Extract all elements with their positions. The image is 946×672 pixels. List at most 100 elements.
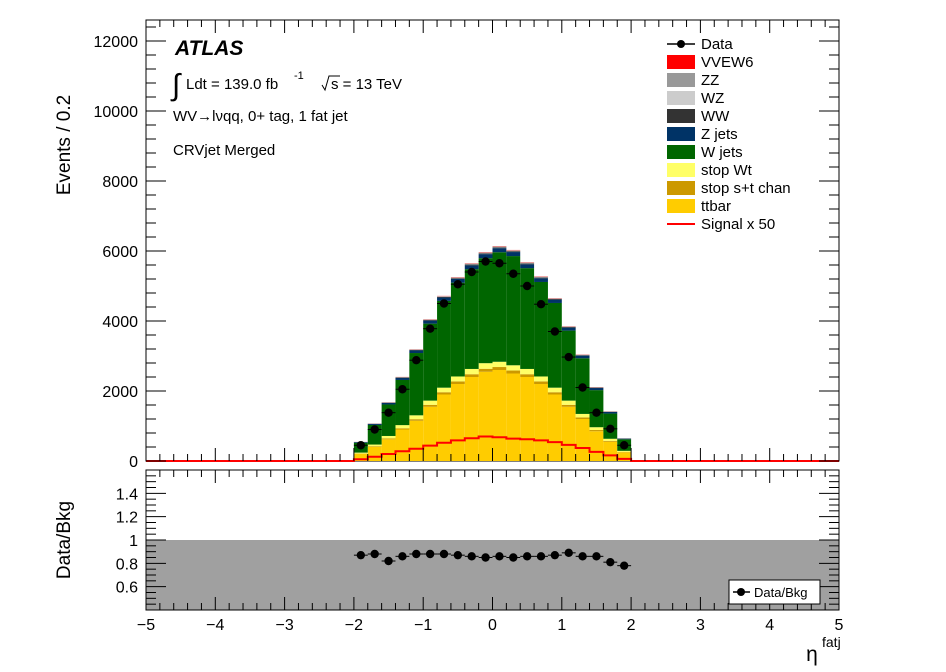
stack-bar-ww-15 <box>561 327 576 328</box>
stack-bar-z-jets-6 <box>437 297 451 301</box>
ratio-point-19 <box>619 561 629 570</box>
legend-label-stop-s-t-chan: stop s+t chan <box>701 180 791 197</box>
stack-bar-ttbar-9 <box>478 371 493 461</box>
ratio-point-8 <box>467 552 476 561</box>
stack-bar-ttbar-5 <box>423 406 438 461</box>
sqrt-icon <box>321 75 340 92</box>
stack-bar-z-jets-10 <box>492 248 507 253</box>
x-tick-label: −2 <box>345 617 363 634</box>
legend-label-signal-x-50: Signal x 50 <box>701 216 775 233</box>
stack-bar-stop-s-t-chan-11 <box>506 370 521 374</box>
x-tick-label: 4 <box>765 617 774 634</box>
x-tick-label: −4 <box>206 617 224 634</box>
data-point-18 <box>606 424 615 433</box>
stack-bar-stop-s-t-chan-9 <box>478 368 493 372</box>
ratio-legend: Data/Bkg <box>728 579 821 605</box>
stack-bar-stop-wt-19 <box>617 450 632 452</box>
stack-bar-wz-11 <box>506 250 521 252</box>
stack-bar-z-jets-9 <box>478 254 493 259</box>
legend-swatch-ww <box>667 109 695 123</box>
stack-bar-w-jets-14 <box>547 302 562 388</box>
stack-bar-w-jets-11 <box>506 256 521 366</box>
stack-bar-ww-6 <box>437 296 451 298</box>
stack-bar-stop-wt-2 <box>381 435 396 439</box>
stack-bar-ttbar-12 <box>520 377 535 461</box>
ratio-point-14 <box>550 550 560 560</box>
x-tick-label: 0 <box>488 617 497 634</box>
ratio-y-tick-label: 0.8 <box>116 556 138 573</box>
data-point-15 <box>564 352 573 362</box>
main-y-tick-label: 8000 <box>102 174 138 191</box>
stack-bar-z-jets-4 <box>409 350 424 354</box>
ratio-y-tick-label: 1.4 <box>116 486 138 503</box>
stack-bar-stop-s-t-chan-2 <box>381 438 396 440</box>
x-tick-label: −5 <box>137 617 155 634</box>
stack-bar-ttbar-4 <box>409 420 424 461</box>
ratio-panel: 0.60.811.21.4 −5 −4 −3 −2 −1 0 1 2 3 4 5 Data/Bkg … <box>54 469 844 666</box>
stack-bar-ww-12 <box>520 263 535 265</box>
data-point-16 <box>578 383 587 392</box>
legend-label-stop-wt: stop Wt <box>701 162 753 179</box>
stack-bar-stop-wt-0 <box>353 452 368 454</box>
stack-bar-z-jets-18 <box>603 412 618 414</box>
main-y-tick-label: 12000 <box>94 34 139 51</box>
ratio-point-10 <box>495 552 504 561</box>
stack-bar-ttbar-7 <box>450 384 465 461</box>
stack-bar-z-jets-11 <box>506 252 521 257</box>
main-y-axis-label: Events / 0.2 <box>54 95 75 195</box>
legend-swatch-stop-s-t-chan <box>667 181 695 195</box>
stack-bar-stop-s-t-chan-15 <box>561 404 576 407</box>
main-y-tick-label: 0 <box>129 454 138 471</box>
ratio-point-13 <box>536 552 546 561</box>
legend-swatch-zz <box>667 73 695 87</box>
stack-bar-z-jets-2 <box>381 402 396 405</box>
region-label: CRVjet Merged <box>173 142 275 159</box>
ratio-points <box>353 548 632 570</box>
ratio-point-15 <box>564 548 573 558</box>
stack-bar-w-jets-6 <box>437 300 451 388</box>
ratio-point-12 <box>522 552 532 561</box>
stack-bar-ttbar-11 <box>506 373 521 461</box>
stack-bar-stop-wt-13 <box>534 376 548 382</box>
ratio-point-2 <box>384 556 393 566</box>
stack-bar-ww-16 <box>575 355 590 356</box>
stack-bar-stop-s-t-chan-5 <box>423 404 438 407</box>
stack-bar-w-jets-12 <box>520 268 535 369</box>
stack-bar-ww-11 <box>506 251 521 253</box>
stack-bar-ttbar-18 <box>603 441 618 461</box>
legend-label-vvew6: VVEW6 <box>701 54 754 71</box>
stack-bar-stop-wt-10 <box>492 361 507 368</box>
legend-label-ww: WW <box>701 108 730 125</box>
stack-bar-ww-13 <box>534 277 548 279</box>
stack-bar-stop-wt-18 <box>603 438 618 441</box>
ratio-point-4 <box>412 549 421 559</box>
data-point-6 <box>439 299 449 308</box>
legend-swatch-ttbar <box>667 199 695 213</box>
signal-line <box>146 435 839 462</box>
ratio-point-1 <box>370 549 379 559</box>
stack-bar-ww-4 <box>409 349 424 351</box>
stack-bar-stop-wt-7 <box>450 376 465 382</box>
ratio-point-9 <box>481 553 490 562</box>
stack-bar-ww-5 <box>423 320 438 321</box>
ratio-x-ticks: −5 −4 −3 −2 −1 0 1 2 3 4 5 <box>137 470 844 634</box>
stack-bar-ttbar-15 <box>561 406 576 461</box>
stack-bar-stop-wt-15 <box>561 400 576 405</box>
stack-bar-ww-14 <box>547 298 562 300</box>
stack-bar-ttbar-16 <box>575 419 590 461</box>
main-y-tick-label: 6000 <box>102 244 138 261</box>
ratio-point-17 <box>592 552 601 561</box>
main-x-ticks <box>145 20 840 461</box>
data-point-10 <box>495 259 504 268</box>
stack-bar-stop-s-t-chan-6 <box>437 392 451 395</box>
stack-bar-w-jets-8 <box>464 269 479 369</box>
stacked-histogram <box>353 246 632 461</box>
data-point-2 <box>384 408 393 417</box>
stack-bar-wz-10 <box>492 246 507 248</box>
stack-bar-z-jets-16 <box>575 355 590 359</box>
main-y-tick-label: 10000 <box>94 104 139 121</box>
stack-bar-ttbar-19 <box>617 452 632 461</box>
data-points <box>353 257 632 450</box>
